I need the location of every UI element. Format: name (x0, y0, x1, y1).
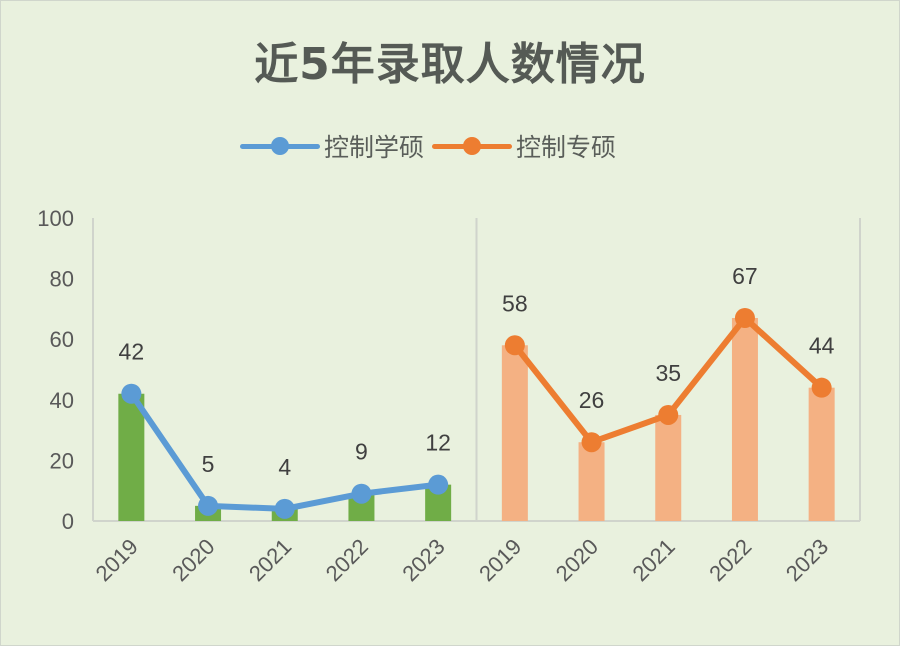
data-point (734, 307, 755, 328)
data-point (581, 432, 602, 453)
x-tick-label: 2020 (551, 534, 603, 586)
data-point (658, 404, 679, 425)
bar (731, 317, 758, 521)
data-point (504, 335, 525, 356)
bar (118, 393, 145, 521)
data-label: 35 (655, 360, 681, 386)
x-tick-label: 2020 (167, 534, 219, 586)
data-label: 58 (502, 290, 528, 316)
data-label: 67 (732, 263, 758, 289)
line-marker-icon (240, 135, 320, 157)
data-point (198, 495, 219, 516)
x-tick-label: 2019 (474, 534, 526, 586)
chart-title: 近5年录取人数情况 (254, 39, 646, 90)
data-label: 42 (119, 339, 145, 365)
data-label: 5 (202, 451, 215, 477)
x-tick-label: 2021 (627, 534, 679, 586)
legend-label: 控制专硕 (516, 133, 617, 162)
legend-label: 控制学硕 (324, 133, 425, 162)
y-tick-label: 100 (37, 206, 74, 231)
y-tick-label: 40 (50, 388, 74, 413)
y-tick-label: 0 (62, 509, 74, 534)
x-tick-label: 2023 (781, 534, 833, 586)
line-marker-icon (432, 135, 513, 157)
x-tick-label: 2019 (91, 534, 143, 586)
bar (655, 414, 682, 521)
data-point (811, 377, 832, 398)
x-tick-label: 2023 (397, 534, 449, 586)
data-point (428, 474, 449, 495)
legend: 控制学硕 控制专硕 (240, 128, 624, 164)
bar (578, 442, 605, 521)
data-label: 44 (809, 333, 835, 359)
y-tick-label: 60 (50, 327, 74, 352)
x-tick-label: 2021 (244, 534, 296, 586)
y-tick-label: 20 (50, 448, 74, 473)
bar (808, 387, 835, 521)
legend-item-professional[interactable]: 控制专硕 (432, 128, 616, 164)
legend-item-academic[interactable]: 控制学硕 (240, 128, 424, 164)
data-label: 4 (278, 454, 291, 480)
data-label: 12 (425, 430, 451, 456)
series-line (128, 390, 442, 512)
y-tick-label: 80 (50, 267, 74, 292)
data-point (121, 383, 142, 404)
bar (501, 345, 528, 521)
data-label: 26 (579, 387, 605, 413)
data-point (274, 498, 295, 519)
data-point (351, 483, 372, 504)
data-label: 9 (355, 439, 368, 465)
x-tick-label: 2022 (704, 534, 756, 586)
x-tick-label: 2022 (321, 534, 373, 586)
